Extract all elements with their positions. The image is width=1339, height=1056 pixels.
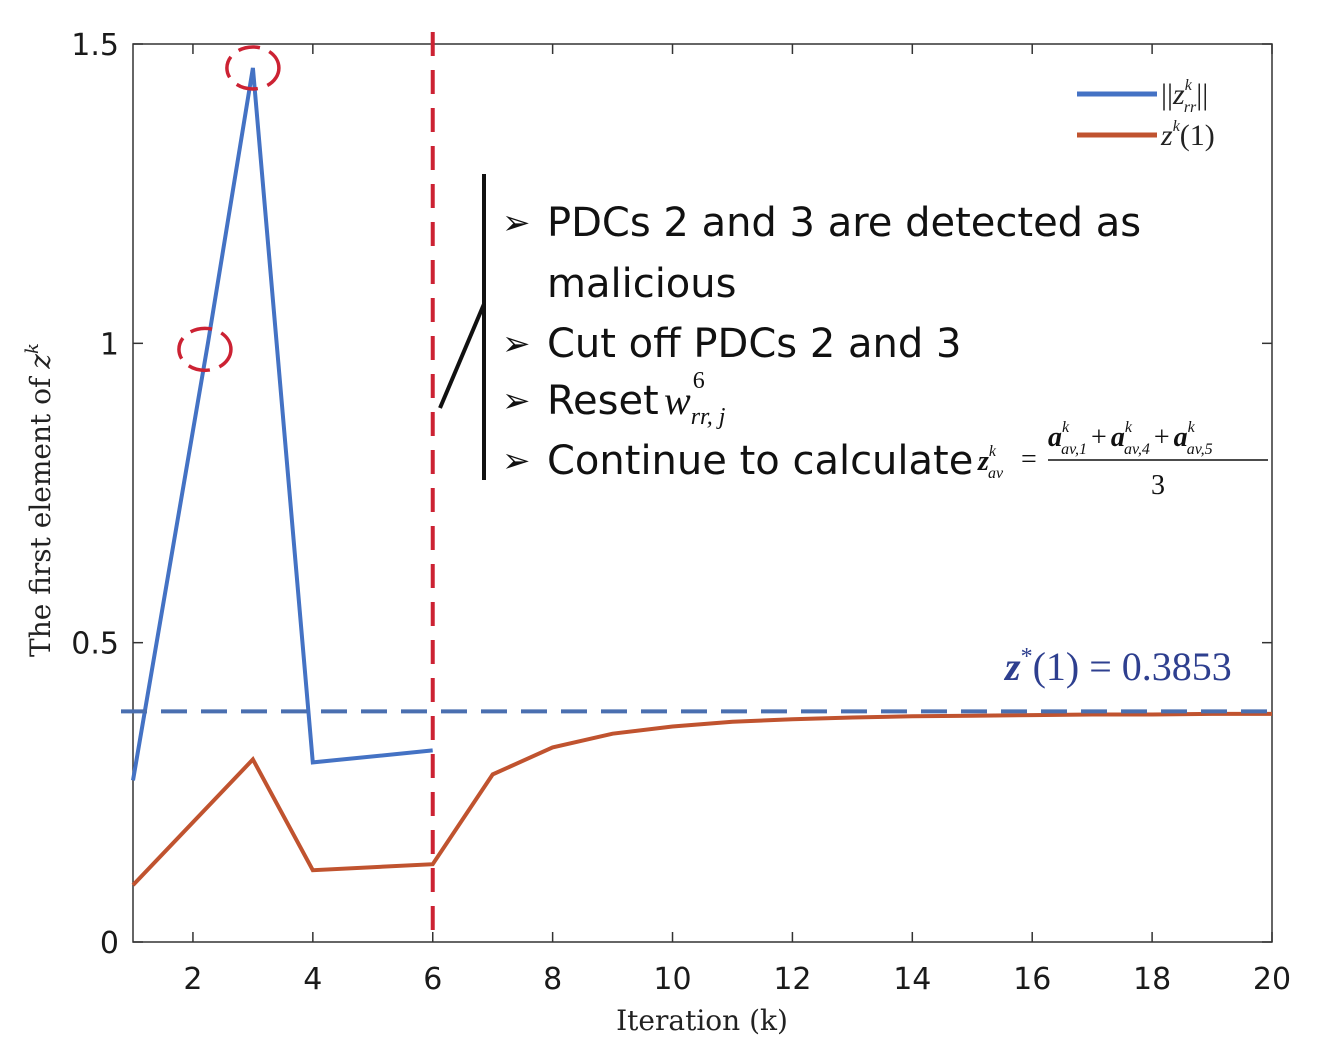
legend-label-zk1: zk(1) xyxy=(1160,118,1215,152)
y-tick-label-1.5: 1.5 xyxy=(71,28,119,63)
annotation-text-1b: malicious xyxy=(547,261,736,307)
x-tick-label-18: 18 xyxy=(1133,962,1171,997)
y-axis-title: The first element of zk xyxy=(22,343,57,657)
svg-text:3: 3 xyxy=(1151,470,1165,501)
y-tick-label-0.5: 0.5 xyxy=(71,627,119,662)
annotation-bracket xyxy=(438,174,486,480)
annotation-bullet-3: ➢ xyxy=(502,381,531,421)
svg-text:=: = xyxy=(1021,444,1037,475)
y-tick-label-1: 1 xyxy=(100,327,119,362)
y-tick-labels: 0 0.5 1 1.5 xyxy=(71,28,119,961)
highlight-circles xyxy=(177,45,281,373)
reference-lines xyxy=(121,32,1276,936)
x-tick-label-6: 6 xyxy=(423,962,442,997)
series-layer xyxy=(131,67,1272,887)
annotation-math-w: w6 rr, j xyxy=(664,368,726,430)
equilibrium-label: z*(1) = 0.3853 xyxy=(1003,644,1232,689)
annotation-box: ➢ PDCs 2 and 3 are detected as malicious… xyxy=(502,200,1268,501)
x-tick-label-20: 20 xyxy=(1253,962,1291,997)
series-line-1 xyxy=(131,711,1272,887)
annotation-bullet-4: ➢ xyxy=(502,441,531,481)
annotation-formula: zk av = ak av,1 + ak av,4 + ak av,5 3 xyxy=(977,419,1268,501)
legend: ||zk rr|| zk(1) xyxy=(1077,77,1215,152)
x-axis-title: Iteration (k) xyxy=(616,1004,788,1037)
x-tick-label-14: 14 xyxy=(893,962,931,997)
plot-area xyxy=(132,43,1273,943)
x-tick-label-12: 12 xyxy=(773,962,811,997)
x-tick-label-16: 16 xyxy=(1013,962,1051,997)
x-tick-label-10: 10 xyxy=(653,962,691,997)
x-tick-labels: 2 4 6 8 10 12 14 16 18 20 xyxy=(183,962,1291,997)
annotation-text-1a: PDCs 2 and 3 are detected as xyxy=(547,200,1141,246)
annotation-bullet-1: ➢ xyxy=(502,203,531,243)
y-tick-label-0: 0 xyxy=(100,926,119,961)
annotation-text-2: Cut off PDCs 2 and 3 xyxy=(547,321,961,367)
annotation-bullet-2: ➢ xyxy=(502,324,531,364)
highlight-circle-1 xyxy=(177,326,233,373)
series-line-0 xyxy=(131,67,433,781)
x-tick-label-2: 2 xyxy=(183,962,202,997)
x-tick-label-4: 4 xyxy=(303,962,322,997)
annotation-text-4: Continue to calculate xyxy=(547,438,973,484)
legend-label-norm: ||zk rr|| xyxy=(1161,77,1208,116)
x-tick-label-8: 8 xyxy=(543,962,562,997)
annotation-text-3: Reset xyxy=(547,378,659,424)
highlight-circle-0 xyxy=(225,45,281,91)
